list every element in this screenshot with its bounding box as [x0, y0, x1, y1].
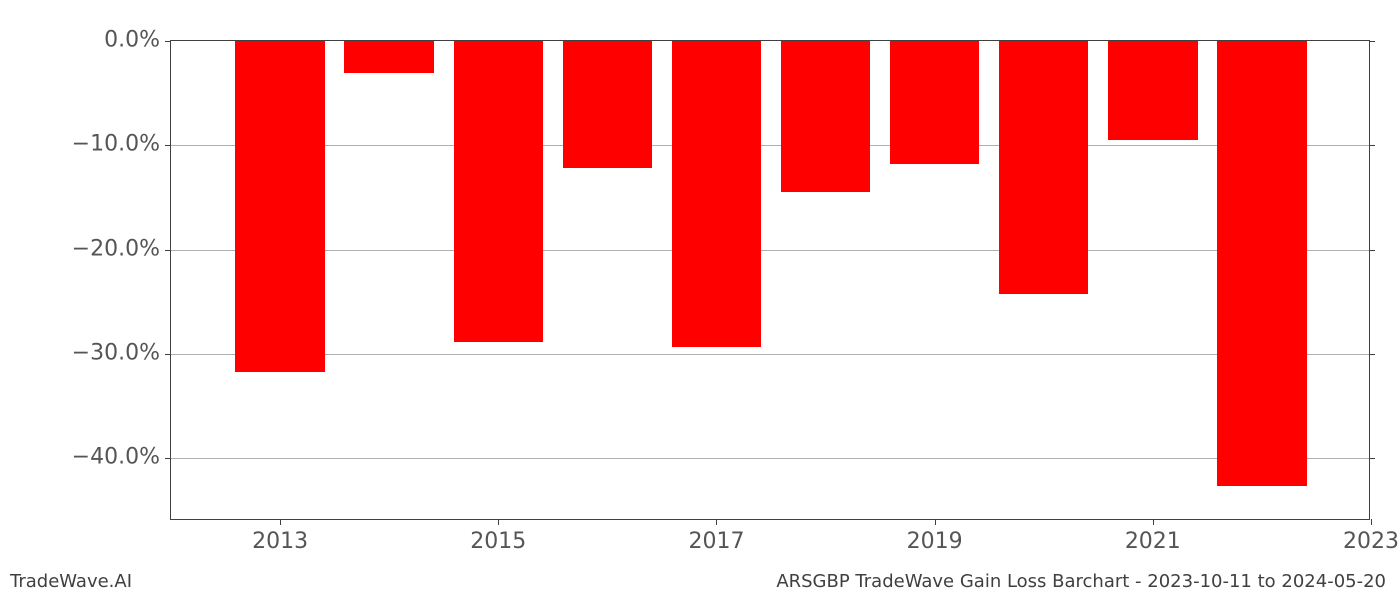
xtick-mark [498, 519, 499, 525]
gridline [171, 458, 1369, 459]
ytick-label: −40.0% [10, 445, 160, 470]
ytick-label: −30.0% [10, 341, 160, 366]
ytick-mark [165, 145, 171, 146]
footer-right-caption: ARSGBP TradeWave Gain Loss Barchart - 20… [776, 571, 1386, 592]
bar [1108, 41, 1197, 140]
bar [1217, 41, 1306, 486]
bar [344, 41, 433, 73]
gridline [171, 145, 1369, 146]
bar [563, 41, 652, 168]
xtick-label: 2013 [252, 529, 308, 554]
xtick-mark [1371, 519, 1372, 525]
footer-left-branding: TradeWave.AI [10, 571, 132, 592]
xtick-label: 2023 [1343, 529, 1399, 554]
ytick-label: −10.0% [10, 132, 160, 157]
xtick-label: 2017 [688, 529, 744, 554]
ytick-mark [165, 458, 171, 459]
xtick-label: 2019 [907, 529, 963, 554]
ytick-mark [1369, 41, 1375, 42]
gridline [171, 250, 1369, 251]
ytick-mark [1369, 458, 1375, 459]
xtick-mark [280, 519, 281, 525]
ytick-label: 0.0% [10, 28, 160, 53]
ytick-label: −20.0% [10, 236, 160, 261]
ytick-mark [1369, 354, 1375, 355]
chart-container: 201320152017201920212023 TradeWave.AI AR… [0, 0, 1400, 600]
ytick-mark [165, 250, 171, 251]
bar [235, 41, 324, 372]
bar [999, 41, 1088, 294]
bar [890, 41, 979, 164]
xtick-mark [935, 519, 936, 525]
ytick-mark [165, 41, 171, 42]
bar [672, 41, 761, 347]
xtick-label: 2021 [1125, 529, 1181, 554]
xtick-label: 2015 [470, 529, 526, 554]
xtick-mark [1153, 519, 1154, 525]
bar [781, 41, 870, 192]
ytick-mark [1369, 145, 1375, 146]
ytick-mark [165, 354, 171, 355]
plot-area: 201320152017201920212023 [170, 40, 1370, 520]
bar [454, 41, 543, 342]
ytick-mark [1369, 250, 1375, 251]
gridline [171, 354, 1369, 355]
xtick-mark [716, 519, 717, 525]
